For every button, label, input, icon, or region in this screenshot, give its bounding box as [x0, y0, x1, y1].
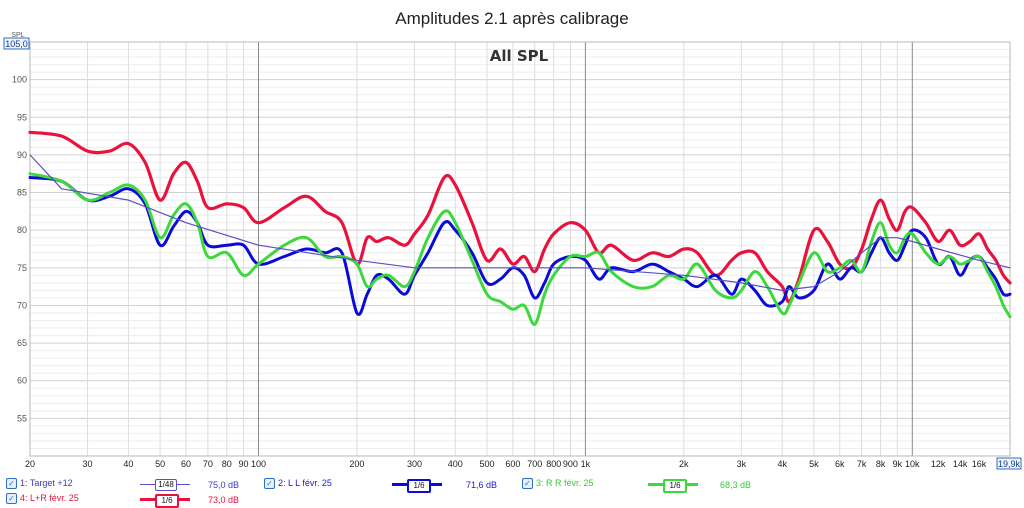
- x-tick-label: 300: [407, 459, 422, 469]
- y-tick-label: 70: [17, 300, 27, 310]
- x-tick-label: 14k: [953, 459, 968, 469]
- y-tick-label: 75: [17, 263, 27, 273]
- legend-label-right: 3: R R févr. 25: [536, 478, 594, 488]
- x-tick-label: 70: [203, 459, 213, 469]
- smoothing-label-sum: 1/6: [155, 494, 179, 508]
- series-line-target: [29, 154, 1011, 291]
- chart-title: Amplitudes 2.1 après calibrage: [395, 9, 628, 28]
- checkbox-icon[interactable]: ✓: [6, 493, 17, 505]
- legend-label-left: 2: L L févr. 25: [278, 478, 332, 488]
- y-tick-labels: 55 60 65 70 75 80 85 90 95 100: [12, 75, 27, 424]
- series-line-right: [28, 172, 1012, 326]
- x-tick-label: 30: [83, 459, 93, 469]
- x-tick-label: 600: [505, 459, 520, 469]
- x-tick-label: 40: [123, 459, 133, 469]
- x-tick-label: 6k: [835, 459, 845, 469]
- y-tick-label: 60: [17, 376, 27, 386]
- y-top-box[interactable]: [3, 37, 30, 50]
- x-tick-label: 100: [251, 459, 266, 469]
- x-tick-label: 2k: [679, 459, 689, 469]
- x-end-label[interactable]: 19,9k: [998, 459, 1021, 469]
- smoothing-label-left: 1/6: [407, 479, 431, 493]
- x-tick-label: 80: [222, 459, 232, 469]
- y-axis-unit-label: SPL: [11, 32, 24, 39]
- chart-grid: [30, 42, 1010, 456]
- legend-item-right[interactable]: ✓ 3: R R févr. 25: [522, 478, 594, 490]
- smoothing-sample-target[interactable]: 1/48: [140, 479, 190, 491]
- smoothing-sample-sum[interactable]: 1/6: [140, 494, 190, 508]
- checkbox-icon[interactable]: ✓: [6, 478, 17, 490]
- x-tick-label: 4k: [777, 459, 787, 469]
- y-top-label[interactable]: 105,0: [5, 39, 28, 49]
- x-tick-label: 8k: [876, 459, 886, 469]
- y-tick-label: 80: [17, 225, 27, 235]
- x-tick-label: 700: [527, 459, 542, 469]
- checkbox-icon[interactable]: ✓: [264, 478, 275, 490]
- x-end-box[interactable]: [996, 457, 1022, 470]
- x-tick-label: 60: [181, 459, 191, 469]
- smoothing-sample-right[interactable]: 1/6: [648, 479, 698, 493]
- x-tick-label: 400: [448, 459, 463, 469]
- smoothing-sample-left[interactable]: 1/6: [392, 479, 442, 493]
- legend-label-target: 1: Target +12: [20, 478, 73, 488]
- x-tick-label: 200: [349, 459, 364, 469]
- level-left: 71,6 dB: [466, 480, 498, 490]
- y-tick-label: 65: [17, 338, 27, 348]
- legend-item-sum[interactable]: ✓ 4: L+R févr. 25: [6, 493, 79, 505]
- x-tick-label: 7k: [857, 459, 867, 469]
- x-tick-label: 9k: [893, 459, 903, 469]
- legend-label-sum: 4: L+R févr. 25: [20, 493, 79, 503]
- x-tick-label: 16k: [972, 459, 987, 469]
- x-tick-label: 90: [239, 459, 249, 469]
- plot-frame: [29, 41, 1011, 457]
- level-sum: 73,0 dB: [208, 495, 240, 505]
- legend-item-target[interactable]: ✓ 1: Target +12: [6, 478, 73, 490]
- smoothing-label-right: 1/6: [663, 479, 687, 493]
- x-tick-label: 10k: [905, 459, 920, 469]
- x-tick-label: 500: [479, 459, 494, 469]
- x-tick-label: 50: [155, 459, 165, 469]
- y-tick-label: 95: [17, 112, 27, 122]
- y-tick-label: 90: [17, 150, 27, 160]
- y-tick-label: 55: [17, 413, 27, 423]
- x-tick-label: 1k: [581, 459, 591, 469]
- x-tick-label: 800: [546, 459, 561, 469]
- y-tick-label: 100: [12, 75, 27, 85]
- chart-inner-title: All SPL: [490, 47, 549, 65]
- smoothing-label-target: 1/48: [155, 479, 177, 491]
- x-tick-label: 3k: [737, 459, 747, 469]
- series-line-left: [28, 176, 1012, 316]
- series-lines: [28, 130, 1012, 326]
- x-tick-label: 5k: [809, 459, 819, 469]
- checkbox-icon[interactable]: ✓: [522, 478, 533, 490]
- x-tick-labels: 20 30 40 50 60 70 80 90 100 200 300 400 500 600 700 800…: [25, 459, 987, 469]
- legend-item-left[interactable]: ✓ 2: L L févr. 25: [264, 478, 332, 490]
- series-line-sum: [28, 130, 1012, 304]
- level-target: 75,0 dB: [208, 480, 240, 490]
- x-tick-label: 900: [563, 459, 578, 469]
- x-tick-label: 12k: [931, 459, 946, 469]
- y-tick-label: 85: [17, 188, 27, 198]
- x-tick-label: 20: [25, 459, 35, 469]
- level-right: 68,3 dB: [720, 480, 752, 490]
